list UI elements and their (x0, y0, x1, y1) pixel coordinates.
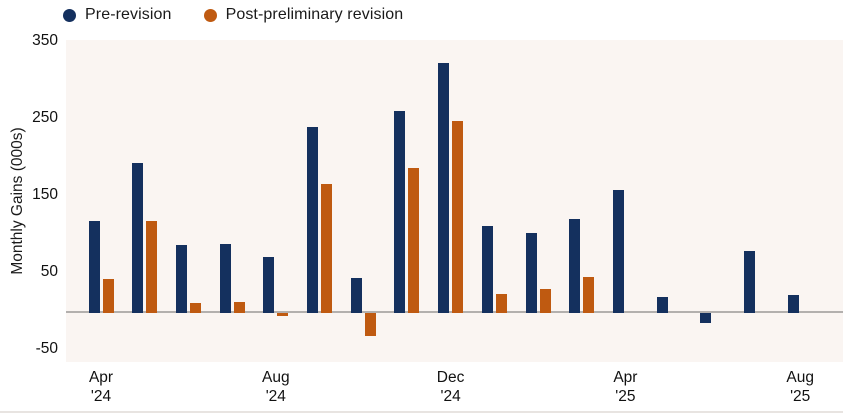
bar-post-revision (189, 303, 201, 314)
legend-label-post-revision: Post-preliminary revision (225, 6, 404, 23)
bar-pre-revision (175, 244, 187, 314)
x-tick-month: Aug (786, 369, 814, 386)
x-tick-year: '24 (265, 388, 286, 405)
x-tick-label: Dec '24 (409, 368, 493, 406)
bar-pre-revision (481, 226, 493, 314)
bar-post-revision (102, 279, 114, 314)
bar-pre-revision (394, 110, 406, 314)
bar-pre-revision (88, 220, 100, 314)
bar-post-revision (277, 312, 289, 317)
bar-post-revision (321, 184, 332, 314)
bar-pre-revision (569, 219, 581, 314)
bar-pre-revision (525, 232, 537, 314)
x-tick-year: '25 (615, 388, 636, 405)
bar-post-revision (452, 121, 464, 314)
bar-post-revision (408, 167, 420, 314)
bar-post-revision (233, 302, 245, 314)
bar-post-revision (146, 221, 158, 314)
bar-post-revision (583, 276, 595, 314)
legend-item-post-revision: Post-preliminary revision (203, 6, 404, 24)
x-tick-month: Dec (436, 369, 465, 386)
x-tick-month: Apr (88, 369, 114, 386)
y-tick-label: 250 (32, 109, 58, 126)
x-tick-year: '25 (790, 388, 811, 405)
x-tick-year: '24 (440, 388, 461, 405)
bar-pre-revision (612, 189, 624, 314)
x-tick-month: Apr (613, 369, 638, 386)
chart-legend: Pre-revision Post-preliminary revision (63, 6, 403, 24)
y-tick-label: -50 (35, 340, 58, 357)
y-tick-label: 50 (40, 263, 58, 280)
bar-pre-revision (350, 277, 362, 314)
plot-area (66, 40, 843, 362)
bar-post-revision (364, 312, 376, 336)
x-tick-label: Aug '24 (234, 368, 318, 406)
x-tick-month: Aug (262, 369, 290, 386)
bar-pre-revision (787, 294, 799, 314)
bar-post-revision (539, 289, 551, 314)
legend-item-pre-revision: Pre-revision (63, 6, 172, 24)
bar-pre-revision (307, 126, 318, 314)
bar-pre-revision (700, 312, 712, 323)
bar-post-revision (495, 293, 507, 314)
bar-pre-revision (744, 250, 755, 314)
x-tick-label: Apr '24 (59, 368, 143, 406)
x-tick-year: '24 (90, 388, 112, 405)
y-tick-label: 350 (32, 32, 58, 49)
bottom-divider (0, 411, 843, 413)
bar-pre-revision (263, 256, 275, 314)
post-revision-dot-icon (203, 8, 217, 22)
pre-revision-dot-icon (63, 8, 76, 22)
bar-pre-revision (132, 162, 144, 314)
x-tick-label: Apr '25 (583, 368, 667, 406)
bar-pre-revision (656, 296, 668, 314)
x-tick-label: Aug '25 (758, 368, 842, 406)
bar-pre-revision (438, 62, 450, 314)
bar-pre-revision (219, 243, 231, 314)
legend-label-pre-revision: Pre-revision (85, 6, 172, 23)
y-tick-label: 150 (32, 186, 58, 203)
